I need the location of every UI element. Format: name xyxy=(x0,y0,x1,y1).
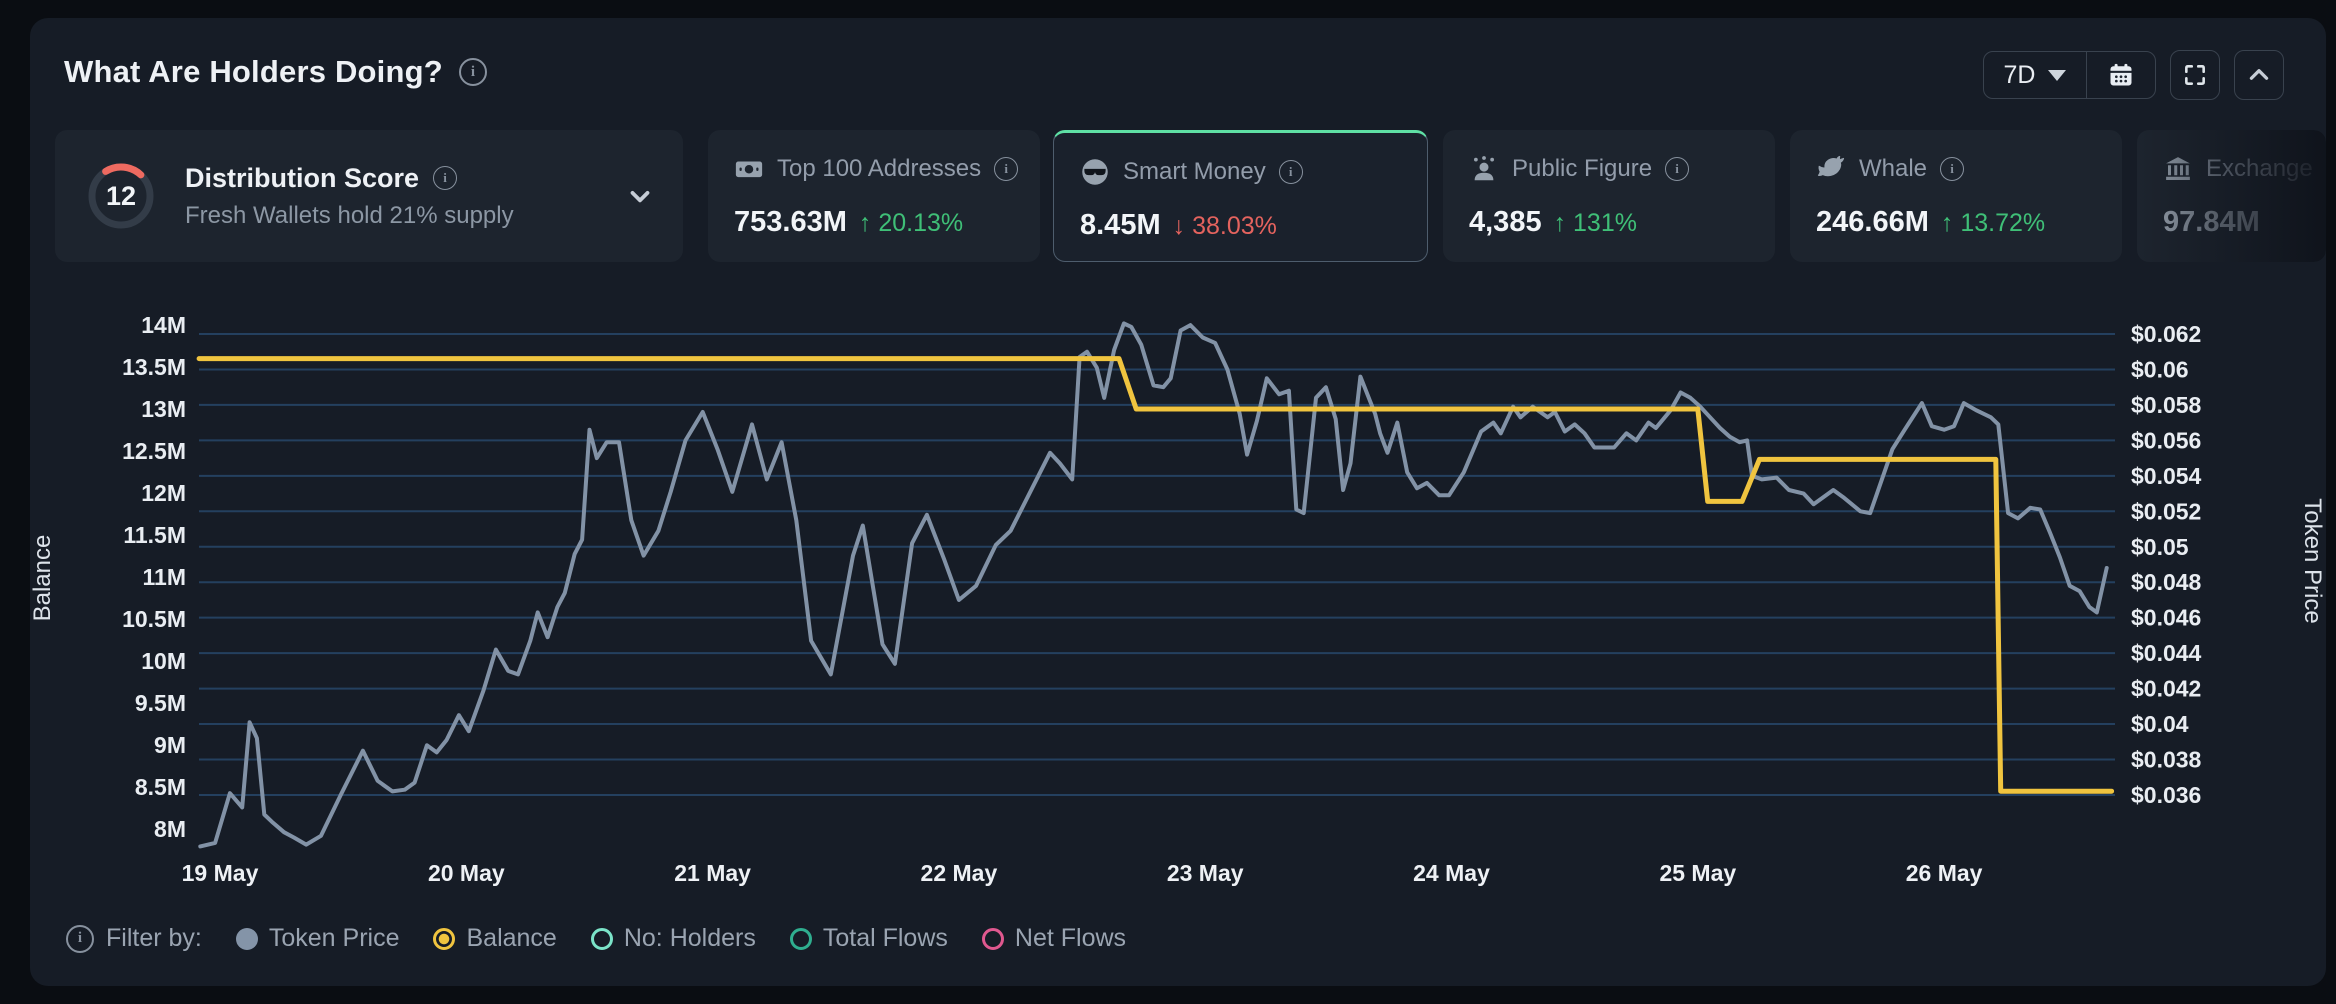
balance-marker-icon xyxy=(433,927,456,950)
title-info-icon[interactable] xyxy=(458,58,487,86)
fullscreen-button[interactable] xyxy=(2170,50,2220,100)
no-holders-marker-icon xyxy=(590,927,613,950)
stat-title: Whale xyxy=(1859,155,1928,182)
stat-title: Top 100 Addresses xyxy=(777,155,982,182)
stat-card-exchange[interactable]: Exchange 97.84M xyxy=(2137,130,2326,262)
panel-header: What Are Holders Doing? xyxy=(64,54,487,90)
distribution-gauge: 12 xyxy=(83,158,159,234)
legend-item-total-flows[interactable]: Total Flows xyxy=(789,924,948,953)
chevron-up-icon xyxy=(2249,69,2269,80)
stat-title: Public Figure xyxy=(1512,155,1653,182)
filter-info-icon[interactable] xyxy=(66,924,94,953)
legend-item-no-holders[interactable]: No: Holders xyxy=(590,924,756,953)
stat-value: 246.66M xyxy=(1816,206,1929,238)
stat-change: ↓ 38.03% xyxy=(1172,212,1277,240)
stat-info-icon[interactable] xyxy=(1665,157,1690,181)
timeframe-group: 7D xyxy=(1982,51,2156,99)
smart-money-sunglasses-icon xyxy=(1082,159,1108,185)
token-price-marker-icon xyxy=(235,927,258,950)
chevron-down-icon[interactable] xyxy=(625,181,655,211)
card-clip-fade xyxy=(2137,130,2326,262)
timeframe-dropdown[interactable]: 7D xyxy=(1984,52,2086,98)
legend-item-net-flows[interactable]: Net Flows xyxy=(981,924,1126,953)
stat-change: ↑ 13.72% xyxy=(1940,209,2046,237)
net-flows-marker-icon xyxy=(981,927,1004,950)
distribution-title: Distribution Score xyxy=(185,162,420,193)
chart-filter-legend: Filter by: Token Price Balance No: Holde… xyxy=(66,924,1126,953)
whale-icon xyxy=(1817,155,1845,177)
stat-card-whale[interactable]: Whale 246.66M ↑ 13.72% xyxy=(1790,130,2122,262)
legend-item-balance[interactable]: Balance xyxy=(433,924,557,953)
stat-change: ↑ 20.13% xyxy=(858,209,964,237)
distribution-score-value: 12 xyxy=(105,180,137,211)
stat-info-icon[interactable] xyxy=(994,157,1019,181)
stat-card-public-figure[interactable]: Public Figure 4,385 ↑ 131% xyxy=(1443,130,1775,262)
legend-item-token-price[interactable]: Token Price xyxy=(235,924,399,953)
calendar-button[interactable] xyxy=(2087,52,2155,98)
stat-info-icon[interactable] xyxy=(1278,160,1303,184)
stat-card-top100[interactable]: Top 100 Addresses 753.63M ↑ 20.13% xyxy=(708,130,1040,262)
fullscreen-icon xyxy=(2185,65,2205,85)
stat-card-smart-money[interactable]: Smart Money 8.45M ↓ 38.03% xyxy=(1053,130,1428,262)
distribution-texts: Distribution Score Fresh Wallets hold 21… xyxy=(185,163,625,230)
stat-value: 8.45M xyxy=(1080,209,1161,241)
public-figure-icon xyxy=(1474,156,1494,181)
stat-title: Exchange xyxy=(2206,155,2313,182)
collapse-button[interactable] xyxy=(2234,50,2284,100)
stat-change: ↑ 131% xyxy=(1553,209,1637,237)
stat-title: Smart Money xyxy=(1123,158,1266,185)
banknote-icon xyxy=(735,161,763,178)
stat-value: 97.84M xyxy=(2163,206,2260,238)
header-controls: 7D xyxy=(1982,50,2284,100)
total-flows-marker-icon xyxy=(789,927,812,950)
distribution-subtitle: Fresh Wallets hold 21% supply xyxy=(185,201,514,229)
stat-value: 4,385 xyxy=(1469,206,1542,238)
page-title: What Are Holders Doing? xyxy=(64,54,443,89)
bank-icon xyxy=(2166,157,2190,180)
filter-by-label: Filter by: xyxy=(66,924,202,953)
distribution-info-icon[interactable] xyxy=(433,166,458,190)
timeframe-value: 7D xyxy=(2003,60,2036,89)
stat-value: 753.63M xyxy=(734,206,847,238)
chevron-down-icon xyxy=(2047,69,2066,81)
holders-panel: What Are Holders Doing? 7D xyxy=(30,18,2326,986)
calendar-icon xyxy=(2110,63,2132,86)
divider xyxy=(2085,52,2087,98)
distribution-score-card[interactable]: 12 Distribution Score Fresh Wallets hold… xyxy=(55,130,683,262)
stat-info-icon[interactable] xyxy=(1940,157,1965,181)
